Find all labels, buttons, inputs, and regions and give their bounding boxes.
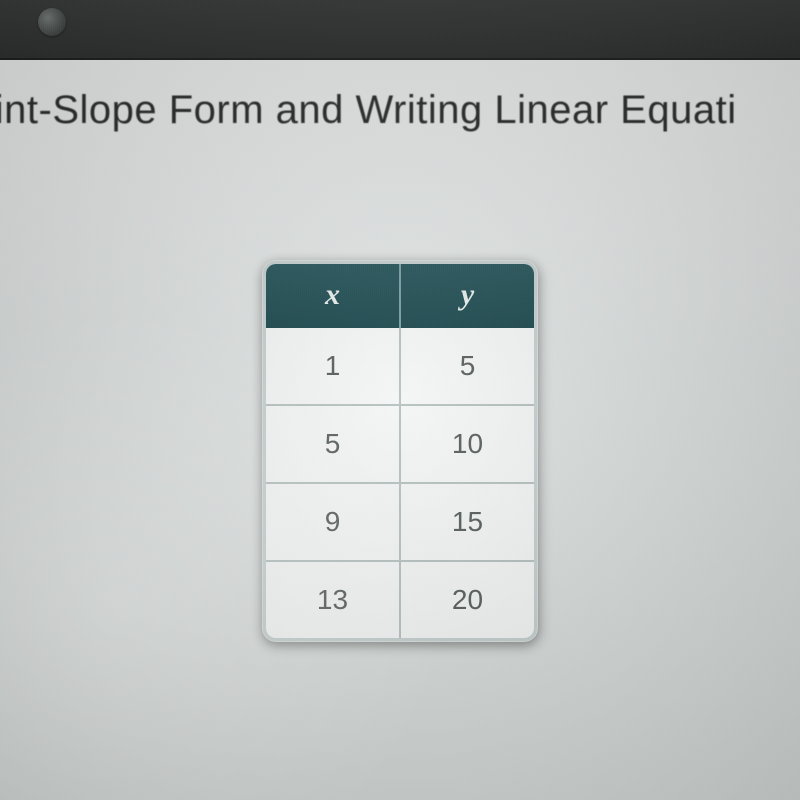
xy-table: x y 1 5 5 10 9 15 13 20 xyxy=(266,264,534,638)
cell-y: 10 xyxy=(400,405,534,483)
column-header-y: y xyxy=(400,264,534,328)
table-row: 1 5 xyxy=(266,328,534,405)
table-row: 9 15 xyxy=(266,483,534,561)
cell-y: 5 xyxy=(400,328,534,405)
cell-y: 15 xyxy=(400,483,534,561)
table-row: 5 10 xyxy=(266,405,534,483)
table-header-row: x y xyxy=(266,264,534,328)
xy-table-container: x y 1 5 5 10 9 15 13 20 xyxy=(262,260,538,642)
cell-x: 5 xyxy=(266,405,400,483)
content-panel: oint-Slope Form and Writing Linear Equat… xyxy=(0,60,800,800)
table-row: 13 20 xyxy=(266,561,534,638)
window-toolbar xyxy=(0,0,800,60)
cell-x: 9 xyxy=(266,483,400,561)
cell-y: 20 xyxy=(400,561,534,638)
cell-x: 13 xyxy=(266,561,400,638)
column-header-x: x xyxy=(266,264,400,328)
cell-x: 1 xyxy=(266,328,400,405)
toolbar-globe-icon[interactable] xyxy=(38,8,66,36)
page-title: oint-Slope Form and Writing Linear Equat… xyxy=(0,88,737,133)
